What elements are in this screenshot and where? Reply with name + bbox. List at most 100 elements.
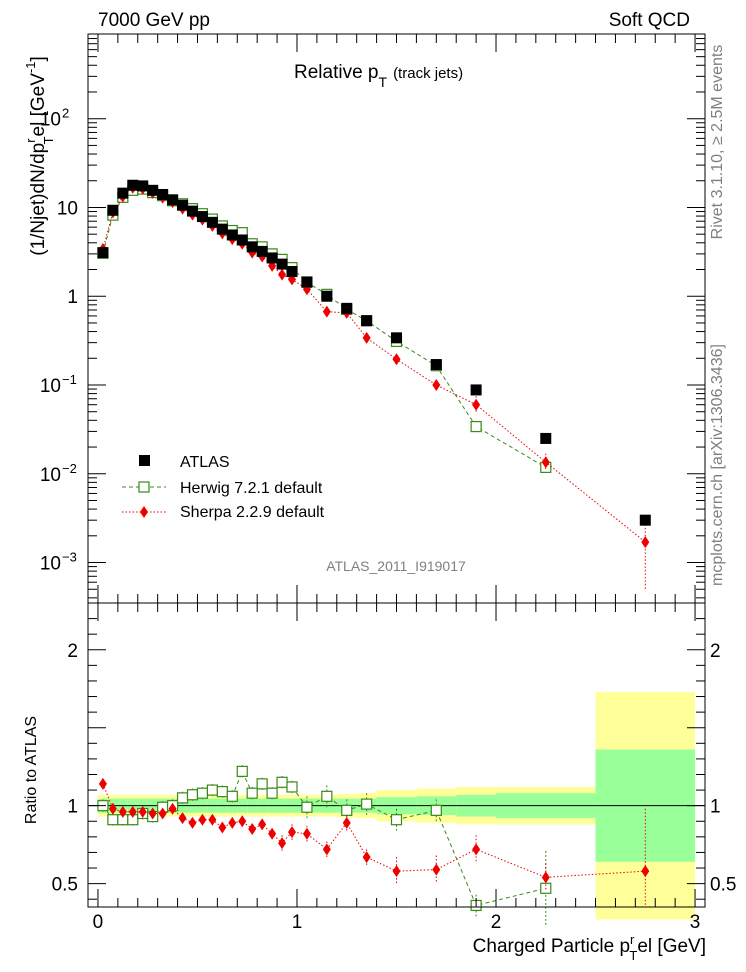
legend-herwig-label: Herwig 7.2.1 default [180,480,323,497]
header-right: Soft QCD [609,10,690,31]
sherpa-ratio-point [168,802,177,815]
main-ytick-exponent: −3 [62,550,77,565]
herwig-ratio-point [236,765,248,777]
sherpa-ratio-point [472,843,481,856]
herwig-ratio-point [226,790,238,802]
sherpa-ratio-point [178,812,187,825]
sherpa-ratio-point [342,816,351,829]
sherpa-ratio-point [302,827,311,840]
atlas-point [186,205,198,217]
herwig-ratio-point [276,776,288,788]
ratio-sherpa-series [98,777,650,907]
herwig-ratio-point [107,814,119,826]
atlas-point [97,247,109,259]
atlas-point [266,252,278,264]
sherpa-ratio-point [98,777,107,790]
atlas-point [246,241,258,253]
sherpa-point [392,353,401,366]
sherpa-ratio-point [362,851,371,864]
atlas-point [470,384,482,396]
sherpa-ratio-point [258,818,267,831]
analysis-watermark: ATLAS_2011_I919017 [326,558,466,574]
sherpa-ratio-point [392,865,401,878]
atlas-point [147,184,159,196]
sherpa-ratio-point [432,863,441,876]
x-axis-label: Charged Particle pr Tel [GeV] [473,932,706,963]
herwig-ratio-line [102,770,546,907]
sherpa-ratio-point [118,805,127,818]
herwig-ratio-point [390,814,403,826]
atlas-point [137,180,149,192]
sherpa-ratio-point [288,826,297,839]
mcplots-label: mcplots.cern.ch [arXiv:1306.3436] [709,344,726,586]
sherpa-ratio-point [228,816,237,829]
herwig-ratio-point [186,789,199,801]
herwig-point [470,420,482,433]
atlas-point [341,302,353,314]
main-ytick-label: 10 [57,198,78,219]
sherpa-ratio-point [238,815,247,828]
herwig-ratio-point [266,787,278,799]
legend-sherpa-label: Sherpa 2.2.9 default [180,504,325,521]
atlas-point [107,204,119,216]
ratio-ytick-label-right: 2 [710,641,721,662]
atlas-point [256,245,268,257]
legend-herwig-marker [138,481,150,493]
sherpa-line [102,187,646,543]
sherpa-ratio-point [641,865,650,878]
xtick-label: 3 [690,912,701,933]
herwig-ratio-point [216,786,228,798]
ratio-ytick-label-right: 1 [710,797,721,818]
herwig-ratio-point [246,787,258,799]
herwig-ratio-point [176,792,189,804]
main-ytick-exponent: −1 [62,372,77,387]
atlas-point [321,290,333,302]
main-ytick-exponent: 2 [62,106,69,121]
sherpa-ratio-point [128,805,137,818]
legend-atlas-marker [139,455,150,466]
main-herwig-series [97,183,552,473]
herwig-ratio-point [321,790,333,802]
main-ytick-exponent: −2 [62,461,77,476]
ratio-axes: 2 2 1 1 0.5 0.5 0 1 2 3 [52,602,736,933]
atlas-point [177,199,189,211]
sherpa-point [541,456,550,469]
sherpa-ratio-point [148,807,157,820]
herwig-ratio-point [341,804,353,816]
main-sherpa-series [98,181,650,591]
main-ytick-label: 10 [40,376,61,397]
ratio-ytick-label: 1 [67,797,78,818]
atlas-point [167,194,179,206]
sherpa-ratio-point [322,843,331,856]
atlas-point [286,265,298,277]
herwig-ratio-point [286,781,298,793]
sherpa-ratio-point [278,837,287,850]
main-atlas-series [97,179,651,526]
main-ytick-label: 10 [40,465,61,486]
sherpa-ratio-point [198,813,207,826]
herwig-ratio-point [361,798,373,810]
sherpa-point [432,378,441,391]
atlas-point [361,315,373,327]
atlas-point [196,211,208,223]
atlas-point [639,514,651,526]
sherpa-ratio-point [541,871,550,884]
herwig-ratio-point [430,804,442,816]
y-axis-label-ratio: Ratio to ATLAS [23,716,40,824]
sherpa-ratio-point [158,807,167,820]
rivet-label: Rivet 3.1.10, ≥ 2.5M events [709,45,726,240]
sherpa-point [472,398,481,411]
atlas-point [216,223,228,235]
plot-title: Relative pT (track jets) [294,62,463,90]
atlas-point [157,188,169,200]
sherpa-ratio-point [108,802,117,815]
sherpa-ratio-point [208,813,217,826]
legend-sherpa-marker [140,506,148,518]
atlas-point [236,234,248,246]
y-axis-label-main: (1/Njet)dN/dpr Tel [GeV-1] [23,56,56,256]
atlas-point [226,229,238,241]
xtick-label: 0 [93,912,104,933]
legend-atlas-label: ATLAS [180,454,230,471]
atlas-point [206,216,218,228]
